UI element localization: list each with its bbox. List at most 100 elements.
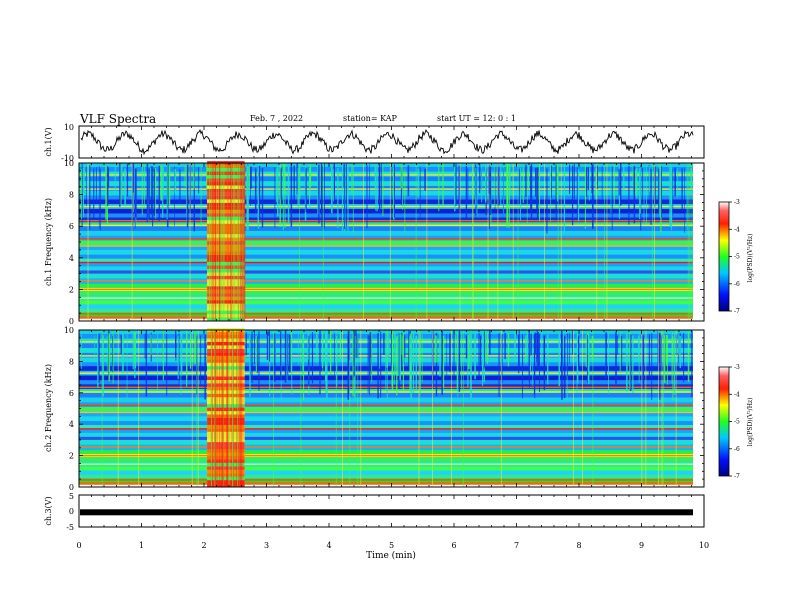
spectrogram-streak [424,168,426,191]
station-label: station= KAP [343,114,397,123]
burst-band [207,469,245,474]
burst-band [207,345,245,349]
spectrogram-band [79,181,693,186]
spectrogram-streak [629,334,632,392]
spectrogram-streak [296,163,298,195]
spectrogram-streak [611,166,613,231]
spectrogram-streak [396,336,398,396]
spectrogram-streak [258,166,261,221]
burst-streak [210,330,212,487]
spectrogram-streak [284,330,287,383]
spectrogram-streak [200,164,202,227]
burst-band [207,386,245,391]
burst-band [207,331,245,336]
spectrogram-streak [555,164,557,221]
spectrogram-streak [287,166,290,224]
spectrogram-streak [501,334,503,384]
spectrogram-band [79,222,693,227]
ch1-waveform-panel: 10 -10 ch.1(V) [44,123,705,163]
ch3-level-bar [80,509,693,516]
spectrogram-streak [393,167,395,220]
spectrogram-spike [691,163,693,321]
burst-band [207,223,245,228]
spectrogram-spike [191,330,193,487]
spectrogram-streak [194,331,196,365]
burst-streak [240,163,241,321]
spectrogram-spike [418,330,420,487]
spectrogram-streak [442,335,445,389]
spectrogram-streak [467,335,469,387]
spectrogram-streak [122,332,124,373]
burst-streak [228,330,230,487]
spectrogram-streak [162,163,164,218]
burst-streak [242,163,243,321]
spectrogram-spike [687,163,689,321]
burst-band [207,188,245,193]
spectrogram-streak [576,167,578,219]
burst-band [207,424,245,429]
spectrogram-line [79,297,693,299]
ch2-colorbar [718,366,730,477]
burst-streak [242,163,243,321]
spectrogram-streak [610,164,612,213]
spectrogram-streak [393,164,395,218]
ch1-colorbar-label: log(PSD)(V²/Hz) [747,234,754,283]
burst-band [207,241,245,245]
spectrogram-spike [197,330,199,487]
spectrogram-streak [402,332,404,392]
spectrogram-streak [336,335,338,387]
spectrogram-band [79,240,693,246]
spectrogram-streak [679,335,681,369]
burst-band [207,230,245,235]
spectrogram-streak [507,333,510,367]
spectrogram-band [79,482,693,485]
spectrogram-streak [255,335,257,373]
time-axis-tick-labels: 0 1 2 3 4 5 6 7 8 9 10 [76,541,709,550]
spectrogram-band [79,318,693,321]
spectrogram-streak [572,165,574,226]
spectrogram-streak [347,165,349,234]
spectrogram-spike [654,163,655,321]
spectrogram-streak [284,163,286,228]
colorbar-tick-label: -4 [734,226,740,233]
spectrogram-streak [677,167,678,198]
burst-streak [220,163,222,321]
spectrogram-streak [257,167,260,229]
burst-band [207,362,245,367]
spectrogram-streak [484,331,485,369]
spectrogram-streak [458,165,460,212]
spectrogram-streak [468,333,470,369]
burst-streak [237,330,238,487]
spectrogram-band [79,470,693,475]
spectrogram-streak [666,334,668,366]
burst-streak [216,163,217,321]
spectrogram-streak [421,334,423,382]
spectrogram-band [79,254,693,259]
spectrogram-streak [275,168,277,203]
burst-streak [228,330,230,487]
spectrogram-streak [106,166,109,206]
spectrogram-streak [407,165,410,197]
spectrogram-streak [410,333,412,399]
spectrogram-streak [391,333,392,370]
burst-streak [239,163,241,321]
spectrogram-spike [363,163,364,321]
spectrogram-streak [633,166,636,224]
ch1-colorbar [718,201,730,312]
spectrogram-spike [87,163,89,321]
spectrogram-spike [596,163,598,321]
spectrogram-band [79,316,693,319]
spectrogram-streak [691,331,693,398]
spectrogram-streak [319,330,321,395]
spectrogram-streak [518,334,520,374]
burst-band [207,383,245,387]
spectrogram-band [79,258,693,263]
burst-band [207,175,245,179]
burst-band [207,442,245,446]
spectrogram-streak [674,168,676,189]
spectrogram-spike [560,163,562,321]
spectrogram-streak [632,335,634,393]
burst-band [207,199,245,203]
burst-streak [237,330,239,487]
